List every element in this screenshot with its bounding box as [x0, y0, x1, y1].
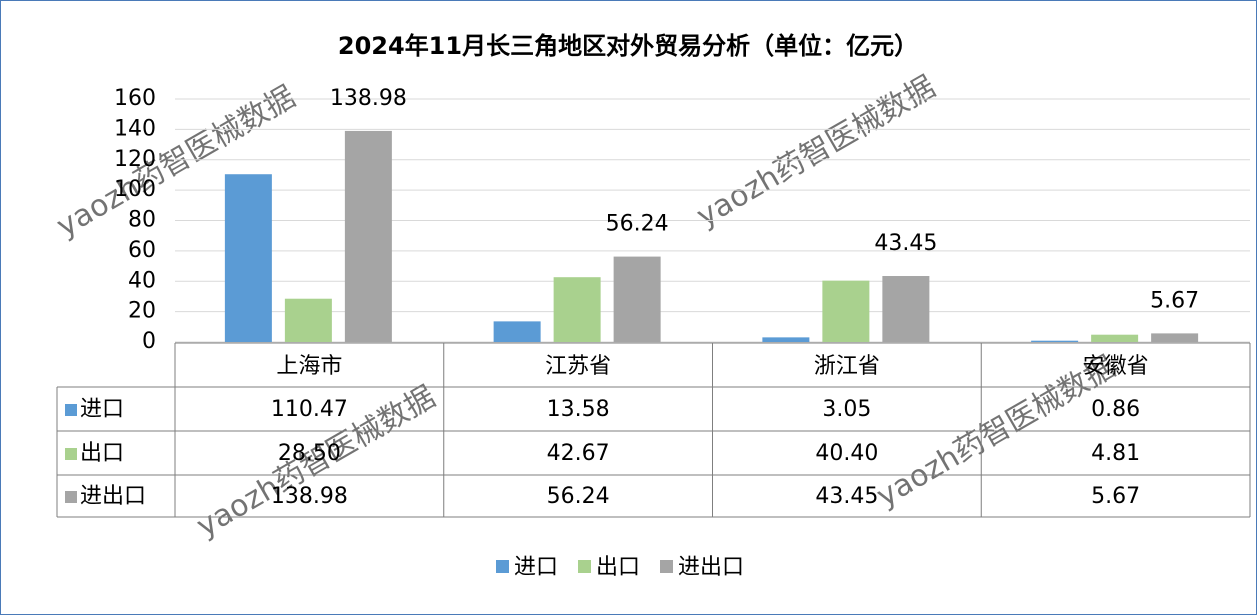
- bar: [224, 174, 272, 342]
- chart-title: 2024年11月长三角地区对外贸易分析（单位：亿元）: [338, 32, 918, 60]
- bar: [284, 298, 332, 342]
- x-tick-label: 上海市: [276, 354, 342, 379]
- y-tick-label: 40: [128, 268, 156, 293]
- y-tick-label: 0: [142, 329, 156, 354]
- y-tick-label: 140: [114, 116, 156, 141]
- bar: [882, 276, 930, 342]
- table-cell: 138.98: [271, 484, 348, 509]
- table-cell: 43.45: [815, 484, 878, 509]
- legend-swatch: [578, 560, 591, 573]
- bar: [493, 321, 541, 342]
- y-tick-label: 120: [114, 147, 156, 172]
- table-row-label: 进口: [80, 397, 124, 422]
- table-cell: 13.58: [547, 397, 610, 422]
- legend-label: 出口: [596, 555, 640, 580]
- table-cell: 4.81: [1091, 441, 1140, 466]
- data-label: 138.98: [330, 86, 407, 111]
- table-cell: 56.24: [547, 484, 610, 509]
- bar: [822, 280, 870, 342]
- table-cell: 110.47: [271, 397, 348, 422]
- table-cell: 40.40: [815, 441, 878, 466]
- table-cell: 3.05: [822, 397, 871, 422]
- data-label: 56.24: [606, 212, 669, 237]
- bar: [1151, 333, 1199, 342]
- bar: [344, 130, 392, 342]
- table-row-label: 出口: [80, 441, 124, 466]
- table-cell: 5.67: [1091, 484, 1140, 509]
- y-tick-label: 100: [114, 177, 156, 202]
- table-legend-key: [65, 491, 77, 503]
- y-tick-label: 60: [128, 238, 156, 263]
- legend-swatch: [496, 560, 509, 573]
- table-legend-key: [65, 448, 77, 460]
- legend-label: 进出口: [678, 555, 744, 580]
- x-tick-label: 安徽省: [1083, 354, 1149, 379]
- x-tick-label: 浙江省: [814, 354, 880, 379]
- table-row-label: 进出口: [80, 484, 146, 509]
- bar: [762, 337, 810, 342]
- legend-label: 进口: [514, 555, 558, 580]
- x-tick-label: 江苏省: [545, 354, 611, 379]
- y-tick-label: 80: [128, 208, 156, 233]
- table-cell: 0.86: [1091, 397, 1140, 422]
- y-tick-label: 160: [114, 86, 156, 111]
- legend-swatch: [660, 560, 673, 573]
- table-cell: 42.67: [547, 441, 610, 466]
- bar: [553, 277, 601, 342]
- table-legend-key: [65, 404, 77, 416]
- bar: [1091, 334, 1139, 342]
- bar: [613, 256, 661, 342]
- data-label: 43.45: [874, 231, 937, 256]
- table-cell: 28.50: [278, 441, 341, 466]
- bar: [1031, 340, 1079, 342]
- data-label: 5.67: [1150, 288, 1199, 313]
- y-tick-label: 20: [128, 299, 156, 324]
